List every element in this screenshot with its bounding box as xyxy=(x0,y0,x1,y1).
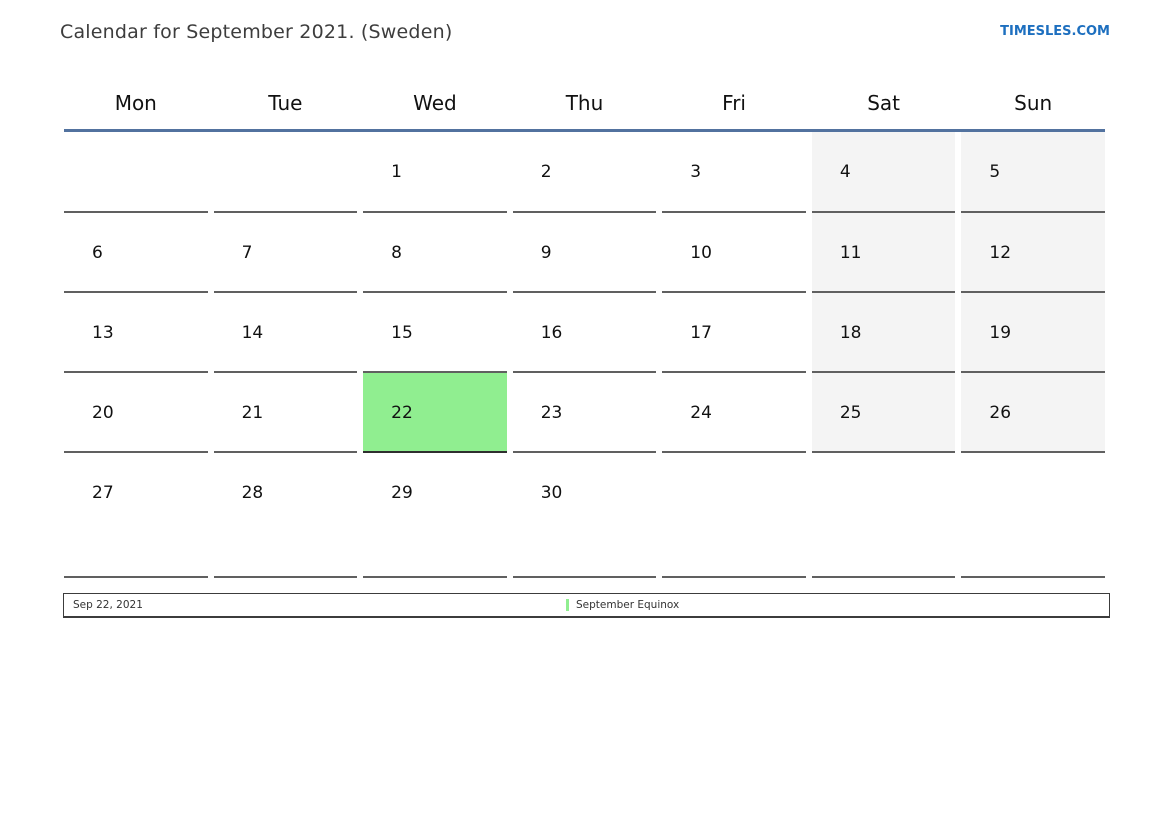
day-number: 20 xyxy=(92,403,114,423)
legend-box: Sep 22, 2021 September Equinox xyxy=(63,593,1110,618)
day-number: 7 xyxy=(241,243,253,263)
day-cell-8: 8 xyxy=(363,213,507,293)
day-cell-16: 16 xyxy=(512,293,657,373)
calendar: Mon Tue Wed Thu Fri Sat Sun 1 2 3 4 5 6 … xyxy=(64,76,1105,578)
day-cell-empty xyxy=(811,453,956,578)
day-number: 18 xyxy=(839,323,862,343)
day-cell-21: 21 xyxy=(213,373,358,453)
day-grid: 1 2 3 4 5 6 7 8 9 10 11 12 13 14 15 16 1… xyxy=(64,132,1105,578)
day-cell-24: 24 xyxy=(662,373,806,453)
day-cell-empty xyxy=(213,132,358,213)
equinox-marker-icon xyxy=(566,599,569,611)
day-cell-23: 23 xyxy=(512,373,657,453)
day-cell-25: 25 xyxy=(811,373,956,453)
day-number: 2 xyxy=(540,162,552,182)
day-cell-30: 30 xyxy=(512,453,657,578)
day-cell-18: 18 xyxy=(811,293,956,373)
day-cell-empty xyxy=(961,453,1105,578)
day-number: 27 xyxy=(92,483,114,503)
day-number: 4 xyxy=(839,162,851,182)
day-cell-28: 28 xyxy=(213,453,358,578)
day-number: 24 xyxy=(690,403,712,423)
day-cell-3: 3 xyxy=(662,132,806,213)
day-cell-19: 19 xyxy=(961,293,1105,373)
day-number: 19 xyxy=(989,323,1012,343)
site-link[interactable]: TIMESLES.COM xyxy=(1000,24,1110,39)
legend-date: Sep 22, 2021 xyxy=(73,599,143,611)
day-cell-7: 7 xyxy=(213,213,358,293)
day-cell-6: 6 xyxy=(64,213,208,293)
day-number: 25 xyxy=(839,403,862,423)
weekday-mon: Mon xyxy=(114,90,157,115)
day-cell-27: 27 xyxy=(64,453,208,578)
weekday-header-row: Mon Tue Wed Thu Fri Sat Sun xyxy=(64,76,1105,129)
day-number: 21 xyxy=(241,403,264,423)
day-cell-4: 4 xyxy=(811,132,956,213)
weekday-wed: Wed xyxy=(413,90,457,115)
day-cell-22-highlighted: 22 xyxy=(363,373,507,453)
day-cell-empty xyxy=(64,132,208,213)
day-cell-5: 5 xyxy=(961,132,1105,213)
day-number: 6 xyxy=(92,243,103,263)
day-number: 9 xyxy=(540,243,552,263)
day-cell-29: 29 xyxy=(363,453,507,578)
day-cell-9: 9 xyxy=(512,213,657,293)
day-number: 11 xyxy=(839,243,862,263)
day-cell-10: 10 xyxy=(662,213,806,293)
weekday-sun: Sun xyxy=(1014,90,1053,115)
day-number: 12 xyxy=(989,243,1012,263)
day-number: 29 xyxy=(391,483,413,503)
day-cell-12: 12 xyxy=(961,213,1105,293)
legend-item: September Equinox xyxy=(566,599,679,611)
weekday-tue: Tue xyxy=(268,90,303,115)
day-cell-20: 20 xyxy=(64,373,208,453)
day-number: 30 xyxy=(540,483,563,503)
day-number: 3 xyxy=(690,162,702,182)
weekday-sat: Sat xyxy=(867,90,901,115)
day-number: 23 xyxy=(540,403,563,423)
day-number: 22 xyxy=(391,403,413,423)
day-number: 8 xyxy=(391,243,402,263)
day-cell-11: 11 xyxy=(811,213,956,293)
legend-event-label: September Equinox xyxy=(576,599,680,611)
day-number: 13 xyxy=(92,323,114,343)
header-rule xyxy=(64,129,1105,132)
day-number: 14 xyxy=(241,323,264,343)
day-cell-26: 26 xyxy=(961,373,1105,453)
day-cell-14: 14 xyxy=(213,293,358,373)
day-number: 28 xyxy=(241,483,264,503)
day-number: 5 xyxy=(989,162,1001,182)
weekday-thu: Thu xyxy=(565,90,604,115)
day-number: 26 xyxy=(989,403,1012,423)
weekday-fri: Fri xyxy=(722,90,746,115)
day-cell-empty xyxy=(662,453,806,578)
day-cell-17: 17 xyxy=(662,293,806,373)
day-number: 17 xyxy=(690,323,712,343)
day-cell-1: 1 xyxy=(363,132,507,213)
day-cell-15: 15 xyxy=(363,293,507,373)
day-number: 10 xyxy=(690,243,712,263)
page-title: Calendar for September 2021. (Sweden) xyxy=(60,21,453,43)
day-number: 16 xyxy=(540,323,563,343)
day-cell-2: 2 xyxy=(512,132,657,213)
day-number: 15 xyxy=(391,323,413,343)
day-cell-13: 13 xyxy=(64,293,208,373)
day-number: 1 xyxy=(391,162,402,182)
